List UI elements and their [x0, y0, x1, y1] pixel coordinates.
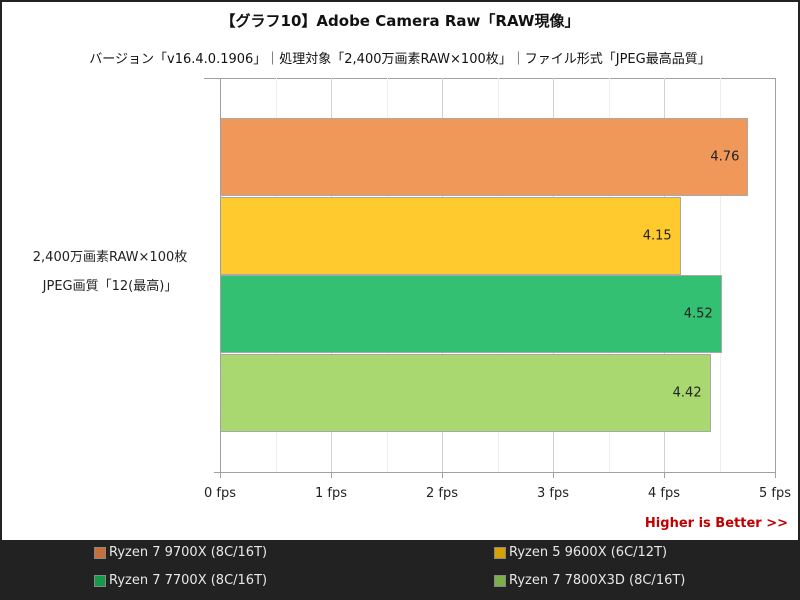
legend-item: Ryzen 5 9600X (6C/12T) [494, 545, 667, 560]
chart-subtitle: バージョン「v16.4.0.1906」｜処理対象「2,400万画素RAW×100… [89, 52, 711, 67]
bar-value-label: 4.52 [683, 306, 713, 322]
bar: 4.15 [220, 196, 681, 275]
legend-label: Ryzen 7 7700X (8C/16T) [109, 573, 268, 588]
x-tick-label: 3 fps [536, 486, 569, 501]
legend-label: Ryzen 7 7800X3D (8C/16T) [509, 573, 686, 588]
x-tick-label: 5 fps [758, 486, 791, 501]
legend-item: Ryzen 7 7700X (8C/16T) [94, 573, 267, 588]
bar-value-label: 4.15 [642, 228, 672, 243]
category-label-line2: JPEG画質「12(最高)」 [42, 279, 178, 294]
legend-item: Ryzen 7 9700X (8C/16T) [94, 545, 267, 560]
chart-panel: 【グラフ10】Adobe Camera Raw「RAW現像」 バージョン「v16… [2, 2, 798, 540]
x-tick [331, 472, 332, 478]
x-tick-label: 2 fps [425, 486, 458, 501]
legend-swatch-icon [494, 546, 506, 559]
chart-title: 【グラフ10】Adobe Camera Raw「RAW現像」 [220, 12, 580, 30]
x-tick-label: 4 fps [647, 486, 680, 501]
y-axis [220, 78, 221, 478]
bar: 4.76 [220, 118, 749, 196]
legend-swatch-icon [94, 546, 106, 559]
bar-value-label: 4.42 [672, 385, 702, 400]
x-tick [220, 472, 221, 478]
legend-swatch-icon [494, 574, 506, 587]
legend-label: Ryzen 5 9600X (6C/12T) [509, 545, 668, 560]
plot-area: 4.76 4.15 4.52 4.42 [204, 78, 776, 478]
category-label-line1: 2,400万画素RAW×100枚 [32, 250, 188, 265]
x-tick [442, 472, 443, 478]
x-tick [553, 472, 554, 478]
legend-item: Ryzen 7 7800X3D (8C/16T) [494, 573, 685, 588]
plot-right-border [775, 78, 776, 478]
legend-label: Ryzen 7 9700X (8C/16T) [109, 545, 268, 560]
legend-swatch-icon [94, 574, 106, 587]
x-tick-label: 1 fps [314, 486, 347, 501]
bar: 4.52 [220, 275, 722, 353]
x-tick-label: 0 fps [203, 486, 236, 501]
x-tick [775, 472, 776, 478]
x-tick [664, 472, 665, 478]
higher-is-better-note: Higher is Better >> [644, 516, 788, 531]
plot-top-border [204, 78, 775, 79]
bar-value-label: 4.76 [710, 149, 740, 165]
bar: 4.42 [220, 353, 711, 432]
x-axis [214, 472, 776, 473]
